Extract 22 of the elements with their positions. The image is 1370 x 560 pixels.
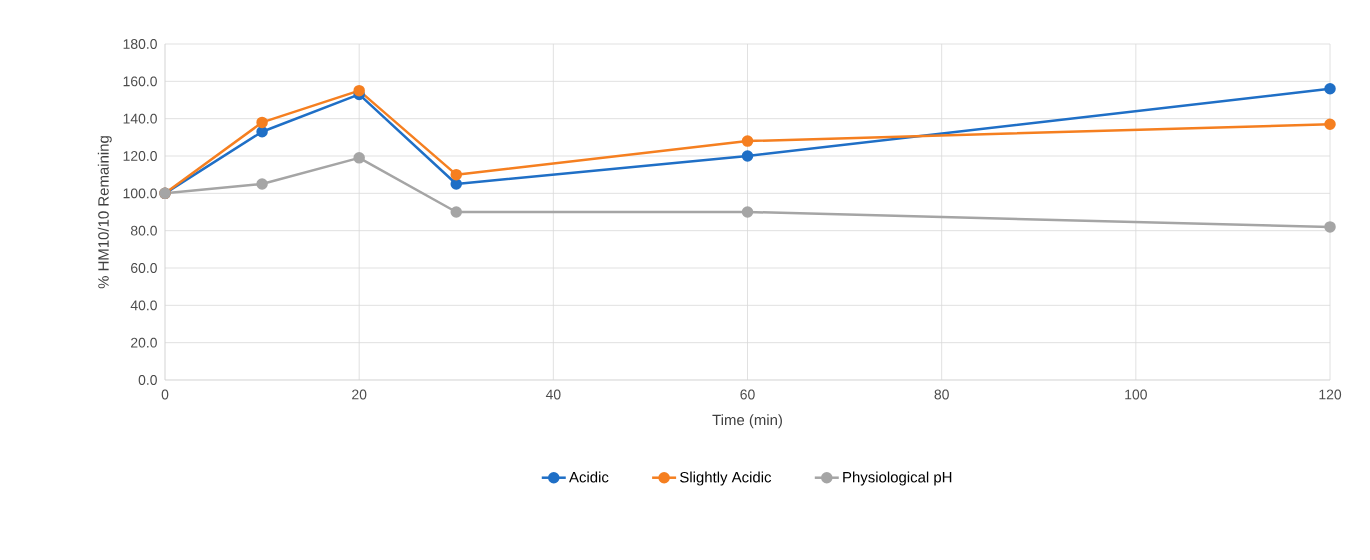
y-tick-label: 120.0 — [123, 151, 157, 161]
y-tick-label: 180.0 — [123, 39, 157, 49]
y-tick-label: 80.0 — [130, 225, 157, 236]
legend-label: Physiological pH — [843, 471, 952, 486]
y-tick-label: 60.0 — [131, 263, 157, 273]
y-tick-label: 40.0 — [130, 300, 157, 311]
y-tick-label: 100.0 — [123, 188, 157, 199]
y-tick-label: 140.0 — [123, 113, 157, 124]
legend-label: Slightly Acidic — [680, 471, 772, 486]
y-tick-label: 160.0 — [123, 76, 157, 87]
x-tick-label: 20 — [352, 389, 367, 400]
x-tick-label: 40 — [545, 389, 561, 400]
x-tick-label: 0 — [161, 389, 169, 400]
x-tick-label: 80 — [934, 389, 949, 400]
x-tick-label: 60 — [740, 389, 755, 400]
x-tick-label: 100 — [1125, 389, 1147, 400]
legend-label: Acidic — [569, 471, 609, 483]
x-tick-label: 120 — [1319, 389, 1342, 400]
x-axis-title: Time (min) — [712, 414, 782, 429]
y-tick-label: 20.0 — [131, 337, 157, 348]
y-axis-title: % HM10/10 Remaining — [97, 136, 112, 289]
y-tick-label: 0.0 — [138, 375, 157, 385]
